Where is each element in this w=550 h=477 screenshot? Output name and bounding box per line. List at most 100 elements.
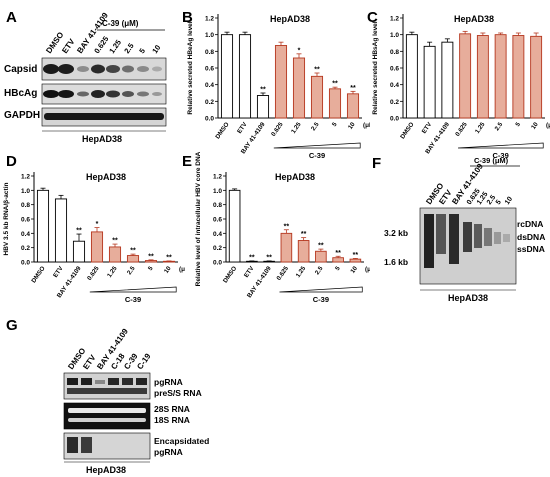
category-label: ETV xyxy=(52,264,65,279)
panel-label-e: E xyxy=(182,153,192,170)
y-tick-label: 0.4 xyxy=(213,231,222,238)
lane-label: 5 xyxy=(495,199,503,206)
category-label: 2.5 xyxy=(126,265,137,277)
category-label: 10 xyxy=(530,121,540,131)
y-tick-label: 0.0 xyxy=(390,116,399,123)
bar xyxy=(315,250,327,263)
y-axis-label: Relative secreted HBsAg level xyxy=(372,21,379,114)
lane-label: ETV xyxy=(437,188,454,206)
chart-d-hbv-rna: D HepAD38 0.0 0.2 0.4 0.6 0.8 1.0 1.2 HBV 3.5 kb … xyxy=(3,153,185,304)
y-tick-label: 0.8 xyxy=(390,49,399,56)
blot-g-strip-encapsidated xyxy=(63,432,151,460)
blot-g-lane-labels: DMSO ETV BAY 41-4109 C-18 C-39 C-19 xyxy=(66,327,153,372)
significance-mark: ** xyxy=(301,231,307,238)
marker-3-2kb: 3.2 kb xyxy=(384,228,408,238)
bar xyxy=(292,57,306,119)
blot-a-group-label: C-39 (μM) xyxy=(102,19,139,28)
marker-1-6kb: 1.6 kb xyxy=(384,257,408,267)
y-tick-label: 0.6 xyxy=(205,66,214,73)
category-label: 0.625 xyxy=(275,265,290,282)
y-tick-label: 0.0 xyxy=(205,116,214,123)
significance-mark: ** xyxy=(335,250,341,257)
blot-f-strip xyxy=(419,207,517,285)
category-label: 1.25 xyxy=(474,121,487,135)
blot-g-strip-pgrna xyxy=(63,372,151,400)
significance-mark: * xyxy=(298,47,301,54)
group-label: C-39 xyxy=(125,295,141,304)
chart-e-core-dna: E HepAD38 0.0 0.2 0.4 0.6 0.8 1.0 1.2 Relative le… xyxy=(182,151,370,304)
category-label: DMSO xyxy=(214,121,230,140)
label-encapsidated-pgrna: pgRNA xyxy=(154,447,183,457)
chart-title: HepAD38 xyxy=(270,14,310,24)
category-label: 5 xyxy=(147,265,155,272)
bar xyxy=(349,258,362,263)
bar xyxy=(459,33,472,119)
panel-label-g: G xyxy=(6,317,18,334)
lane-label: BAY 41-4109 xyxy=(95,327,130,372)
chart-b-hbeag: B HepAD38 0.0 0.2 0.4 0.6 0.8 1.0 1.2 Relative se… xyxy=(182,9,370,160)
chart-title: HepAD38 xyxy=(454,14,494,24)
significance-mark: ** xyxy=(148,253,154,260)
blot-a-row-labels: Capsid HBcAg GAPDH xyxy=(4,64,40,121)
y-tick-label: 1.2 xyxy=(21,174,30,181)
blot-a-footer: HepAD38 xyxy=(82,134,122,144)
x-unit-label: (μM) xyxy=(179,266,185,273)
x-unit-label: (μM) xyxy=(363,122,370,129)
bar xyxy=(90,231,104,263)
bar xyxy=(72,240,86,263)
blot-g-footer: HepAD38 xyxy=(86,465,126,475)
lane-label: 0.625 xyxy=(466,188,482,206)
y-tick-label: 0.4 xyxy=(205,82,214,89)
y-tick-label: 1.0 xyxy=(390,32,399,39)
category-label: 0.625 xyxy=(86,265,101,282)
lane-label: DMSO xyxy=(424,181,445,206)
blot-g-strip-rrna xyxy=(63,402,151,430)
concentration-wedge xyxy=(458,142,544,149)
blot-a-strip-gapdh xyxy=(41,107,167,127)
y-tick-label: 0.2 xyxy=(21,245,30,252)
y-tick-label: 0.8 xyxy=(213,202,222,209)
bar xyxy=(310,75,324,119)
significance-mark: ** xyxy=(76,228,82,235)
y-tick-label: 1.2 xyxy=(213,174,222,181)
y-tick-label: 0.4 xyxy=(390,82,399,89)
lane-label: 5 xyxy=(137,47,147,56)
row-label-capsid: Capsid xyxy=(4,64,37,75)
bar xyxy=(220,34,234,119)
significance-mark: ** xyxy=(332,81,338,88)
lane-label: C-39 xyxy=(122,351,140,371)
significance-mark: ** xyxy=(314,67,320,74)
bar xyxy=(441,41,454,119)
significance-mark: ** xyxy=(130,248,136,255)
category-label: 1.25 xyxy=(106,265,119,279)
significance-mark: ** xyxy=(284,223,290,230)
bar xyxy=(238,34,252,119)
lane-label: DMSO xyxy=(44,30,65,55)
category-label: 10 xyxy=(163,265,173,275)
lane-label: 2.5 xyxy=(122,41,135,55)
panel-label-d: D xyxy=(6,153,17,170)
y-tick-label: 0.0 xyxy=(21,260,30,267)
panel-label-a: A xyxy=(6,9,17,26)
y-tick-label: 1.2 xyxy=(390,16,399,23)
y-tick-label: 0.2 xyxy=(390,99,399,106)
y-tick-label: 0.6 xyxy=(213,217,222,224)
x-unit-label: (μM) xyxy=(365,266,370,273)
chart-title: HepAD38 xyxy=(275,172,315,182)
y-tick-label: 0.2 xyxy=(205,99,214,106)
lane-label: 10 xyxy=(504,196,514,206)
lane-label: ETV xyxy=(81,353,98,371)
group-label: C-39 xyxy=(309,151,325,160)
significance-mark: ** xyxy=(318,243,324,250)
group-label: C-39 xyxy=(492,151,508,160)
group-label: C-39 xyxy=(313,295,329,304)
bar xyxy=(530,35,543,119)
significance-mark: ** xyxy=(249,254,255,261)
lane-label: C-18 xyxy=(109,351,127,371)
bar xyxy=(494,34,507,119)
y-axis-label: Relative secreted HBeAg level xyxy=(187,21,194,114)
bar xyxy=(36,189,50,263)
panel-label-b: B xyxy=(182,9,193,26)
chart-c-hbsag: C HepAD38 0.0 0.2 0.4 0.6 0.8 1.0 1.2 Relative se… xyxy=(367,9,550,160)
y-tick-label: 1.0 xyxy=(205,32,214,39)
